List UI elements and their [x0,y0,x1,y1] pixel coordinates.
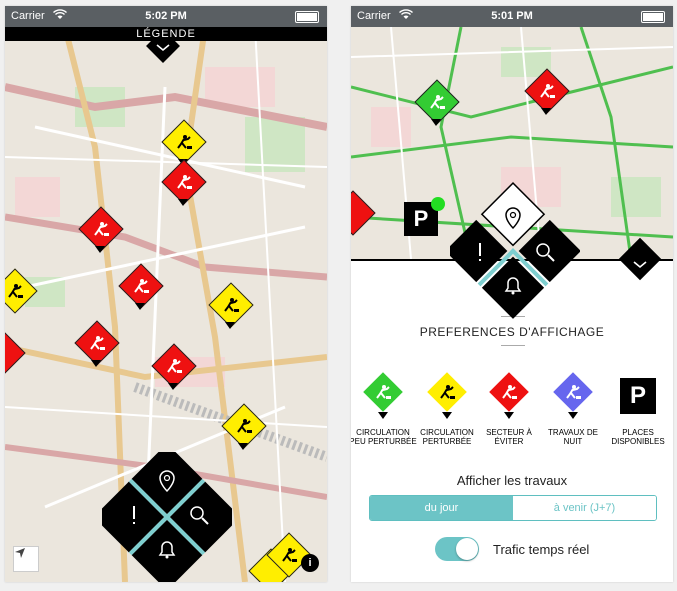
marker-pin [568,412,578,419]
status-time: 5:01 PM [491,10,533,22]
roadwork-icon [281,547,297,563]
marker-pin [378,412,388,419]
legend-label: TRAVAUX DE NUIT [548,428,598,446]
exclamation-icon [133,506,135,524]
carrier-label: Carrier [11,10,45,22]
battery-icon [295,11,319,23]
wifi-icon [399,9,413,23]
roadwork-marker-yellow[interactable] [208,282,254,328]
map-view[interactable]: P [351,27,673,259]
wifi-icon [53,9,67,23]
roadwork-icon [166,358,182,374]
chevron-down-icon [156,44,170,55]
roadwork-marker-red[interactable] [524,68,570,114]
battery-icon [641,11,665,23]
roadwork-marker-red[interactable] [161,159,207,205]
exclamation-icon [479,243,481,261]
magnifier-icon [190,506,209,525]
title-rule-bottom [501,345,525,346]
roadwork-marker-red[interactable] [151,343,197,389]
notification-filter-button[interactable] [481,256,545,319]
roadwork-marker-yellow[interactable] [161,119,207,165]
segment-upcoming[interactable]: à venir (J+7) [513,496,656,520]
filter-compass[interactable] [102,452,232,582]
parking-availability-dot [431,197,445,211]
roadwork-icon [176,134,192,150]
roadwork-marker-green[interactable] [414,79,460,125]
bell-icon [158,541,176,559]
roadwork-icon [93,221,109,237]
marker-pin [442,412,452,419]
parking-icon: P [620,378,656,414]
status-bar: Carrier 5:02 PM [5,6,327,27]
roadwork-marker-red[interactable] [118,263,164,309]
traffic-toggle[interactable] [435,537,479,561]
legend-label: CIRCULATION PERTURBÉE [420,428,474,446]
map-screen: Carrier 5:02 PM [5,6,327,582]
roadwork-marker-red[interactable] [78,206,124,252]
roadwork-marker-yellow[interactable] [221,403,267,449]
segment-today[interactable]: du jour [370,496,513,520]
roadwork-marker-red[interactable] [74,320,120,366]
legend-label: PLACES DISPONIBLES [611,428,665,446]
roadwork-icon [539,83,555,99]
bell-icon [504,277,522,295]
filter-compass[interactable] [450,181,580,321]
status-time: 5:02 PM [145,10,187,22]
location-pin-icon [505,207,521,230]
roadwork-icon [89,335,105,351]
parking-marker[interactable]: P [404,202,438,236]
map-view[interactable]: i [5,27,327,582]
roadwork-icon [501,384,517,405]
roadwork-icon [7,283,23,299]
legend-label: CIRCULATION PEU PERTURBÉE [351,428,417,446]
roadwork-icon [439,384,455,405]
traffic-label: Trafic temps réel [493,542,590,557]
marker-pin [504,412,514,419]
roadwork-icon [176,174,192,190]
roadwork-icon [236,418,252,434]
legend-button[interactable]: LÉGENDE [5,27,327,41]
legend-label: SECTEUR À ÉVITER [486,428,532,446]
roadwork-icon [375,384,391,405]
show-works-label: Afficher les travaux [456,473,568,488]
period-segmented-control[interactable]: du jour à venir (J+7) [369,495,657,521]
roadwork-icon [429,94,445,110]
roadwork-marker-yellow[interactable] [5,268,38,314]
location-pin-icon [159,470,175,493]
preferences-title: PREFERENCES D'AFFICHAGE [419,325,605,339]
roadwork-icon [133,278,149,294]
chevron-down-icon [633,256,647,274]
toggle-knob [456,538,478,560]
info-button[interactable]: i [301,554,319,572]
status-bar: Carrier 5:01 PM [351,6,673,27]
roadwork-marker-yellow[interactable] [266,532,312,578]
location-filter-button[interactable] [480,182,546,247]
locate-me-button[interactable] [13,546,39,572]
carrier-label: Carrier [357,10,391,22]
magnifier-icon [536,243,555,262]
roadwork-icon [565,384,581,405]
preferences-screen: Carrier 5:01 PM P [351,6,673,582]
roadwork-icon [223,297,239,313]
